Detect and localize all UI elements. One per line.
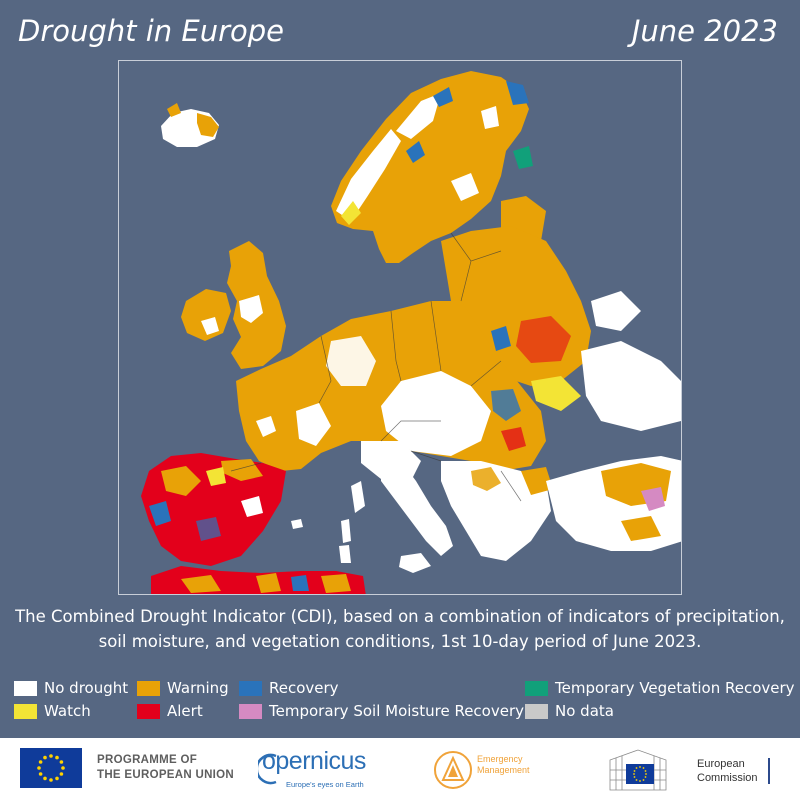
british-isles	[181, 241, 286, 369]
legend-label: No drought	[44, 679, 129, 697]
copernicus-tagline: Europe's eyes on Earth	[286, 780, 364, 789]
legend-item-temp-veg: Temporary Vegetation Recovery	[525, 679, 795, 697]
ec-divider	[768, 758, 770, 784]
legend-label: Warning	[167, 679, 229, 697]
legend-label: Watch	[44, 702, 91, 720]
alert-swatch	[137, 703, 160, 719]
temp-veg-swatch	[525, 680, 548, 696]
legend-item-no-data: No data	[525, 702, 614, 720]
caption-line-1: The Combined Drought Indicator (CDI), ba…	[15, 607, 785, 626]
legend-item-temp-soil: Temporary Soil Moisture Recovery	[239, 702, 524, 720]
turkey	[546, 456, 681, 551]
programme-line-2: THE EUROPEAN UNION	[97, 769, 235, 781]
western-central-europe	[236, 301, 546, 481]
legend-item-alert: Alert	[137, 702, 203, 720]
legend-label: No data	[555, 702, 614, 720]
programme-text: PROGRAMME OF THE EUROPEAN UNION	[97, 753, 234, 783]
map-title: Drought in Europe	[18, 14, 285, 48]
em-line-2: Management	[477, 765, 530, 775]
country-borders	[230, 232, 522, 502]
drought-map	[118, 60, 682, 595]
balkans-italy	[351, 456, 553, 573]
legend-item-watch: Watch	[14, 702, 91, 720]
copernicus-logo-text: opernicus	[262, 747, 366, 775]
european-commission-logo-icon	[609, 749, 667, 791]
map-date: June 2023	[631, 14, 778, 48]
eu-flag-icon	[20, 748, 82, 788]
copernicus-c-icon	[258, 753, 277, 785]
north-africa	[151, 566, 366, 594]
legend: No drought Watch Warning Alert Recovery …	[0, 676, 800, 726]
ec-line-1: European	[697, 758, 745, 770]
legend-label: Alert	[167, 702, 203, 720]
emergency-management-text: Emergency Management	[477, 754, 530, 776]
caption-line-2: soil moisture, and vegetation conditions…	[98, 632, 702, 651]
ec-line-2: Commission	[697, 772, 758, 784]
legend-item-warning: Warning	[137, 679, 229, 697]
legend-label: Temporary Vegetation Recovery	[555, 679, 795, 697]
iberia	[141, 453, 286, 566]
legend-item-no-drought: No drought	[14, 679, 128, 697]
legend-label: Temporary Soil Moisture Recovery	[269, 702, 524, 720]
footer-logos: PROGRAMME OF THE EUROPEAN UNION opernicu…	[0, 738, 800, 800]
temp-soil-swatch	[239, 703, 262, 719]
mediterranean-islands	[291, 519, 351, 563]
warning-swatch	[137, 680, 160, 696]
programme-line-1: PROGRAMME OF	[97, 754, 198, 766]
no-data-swatch	[525, 703, 548, 719]
europe-map-graphic	[141, 71, 681, 594]
emergency-management-icon	[434, 751, 472, 789]
recovery-swatch	[239, 680, 262, 696]
european-commission-text: European Commission	[697, 757, 758, 785]
watch-swatch	[14, 703, 37, 719]
em-line-1: Emergency	[477, 754, 523, 764]
legend-label: Recovery	[269, 679, 339, 697]
legend-item-recovery: Recovery	[239, 679, 339, 697]
map-caption: The Combined Drought Indicator (CDI), ba…	[0, 604, 800, 654]
no-drought-swatch	[14, 680, 37, 696]
iceland	[161, 103, 219, 147]
